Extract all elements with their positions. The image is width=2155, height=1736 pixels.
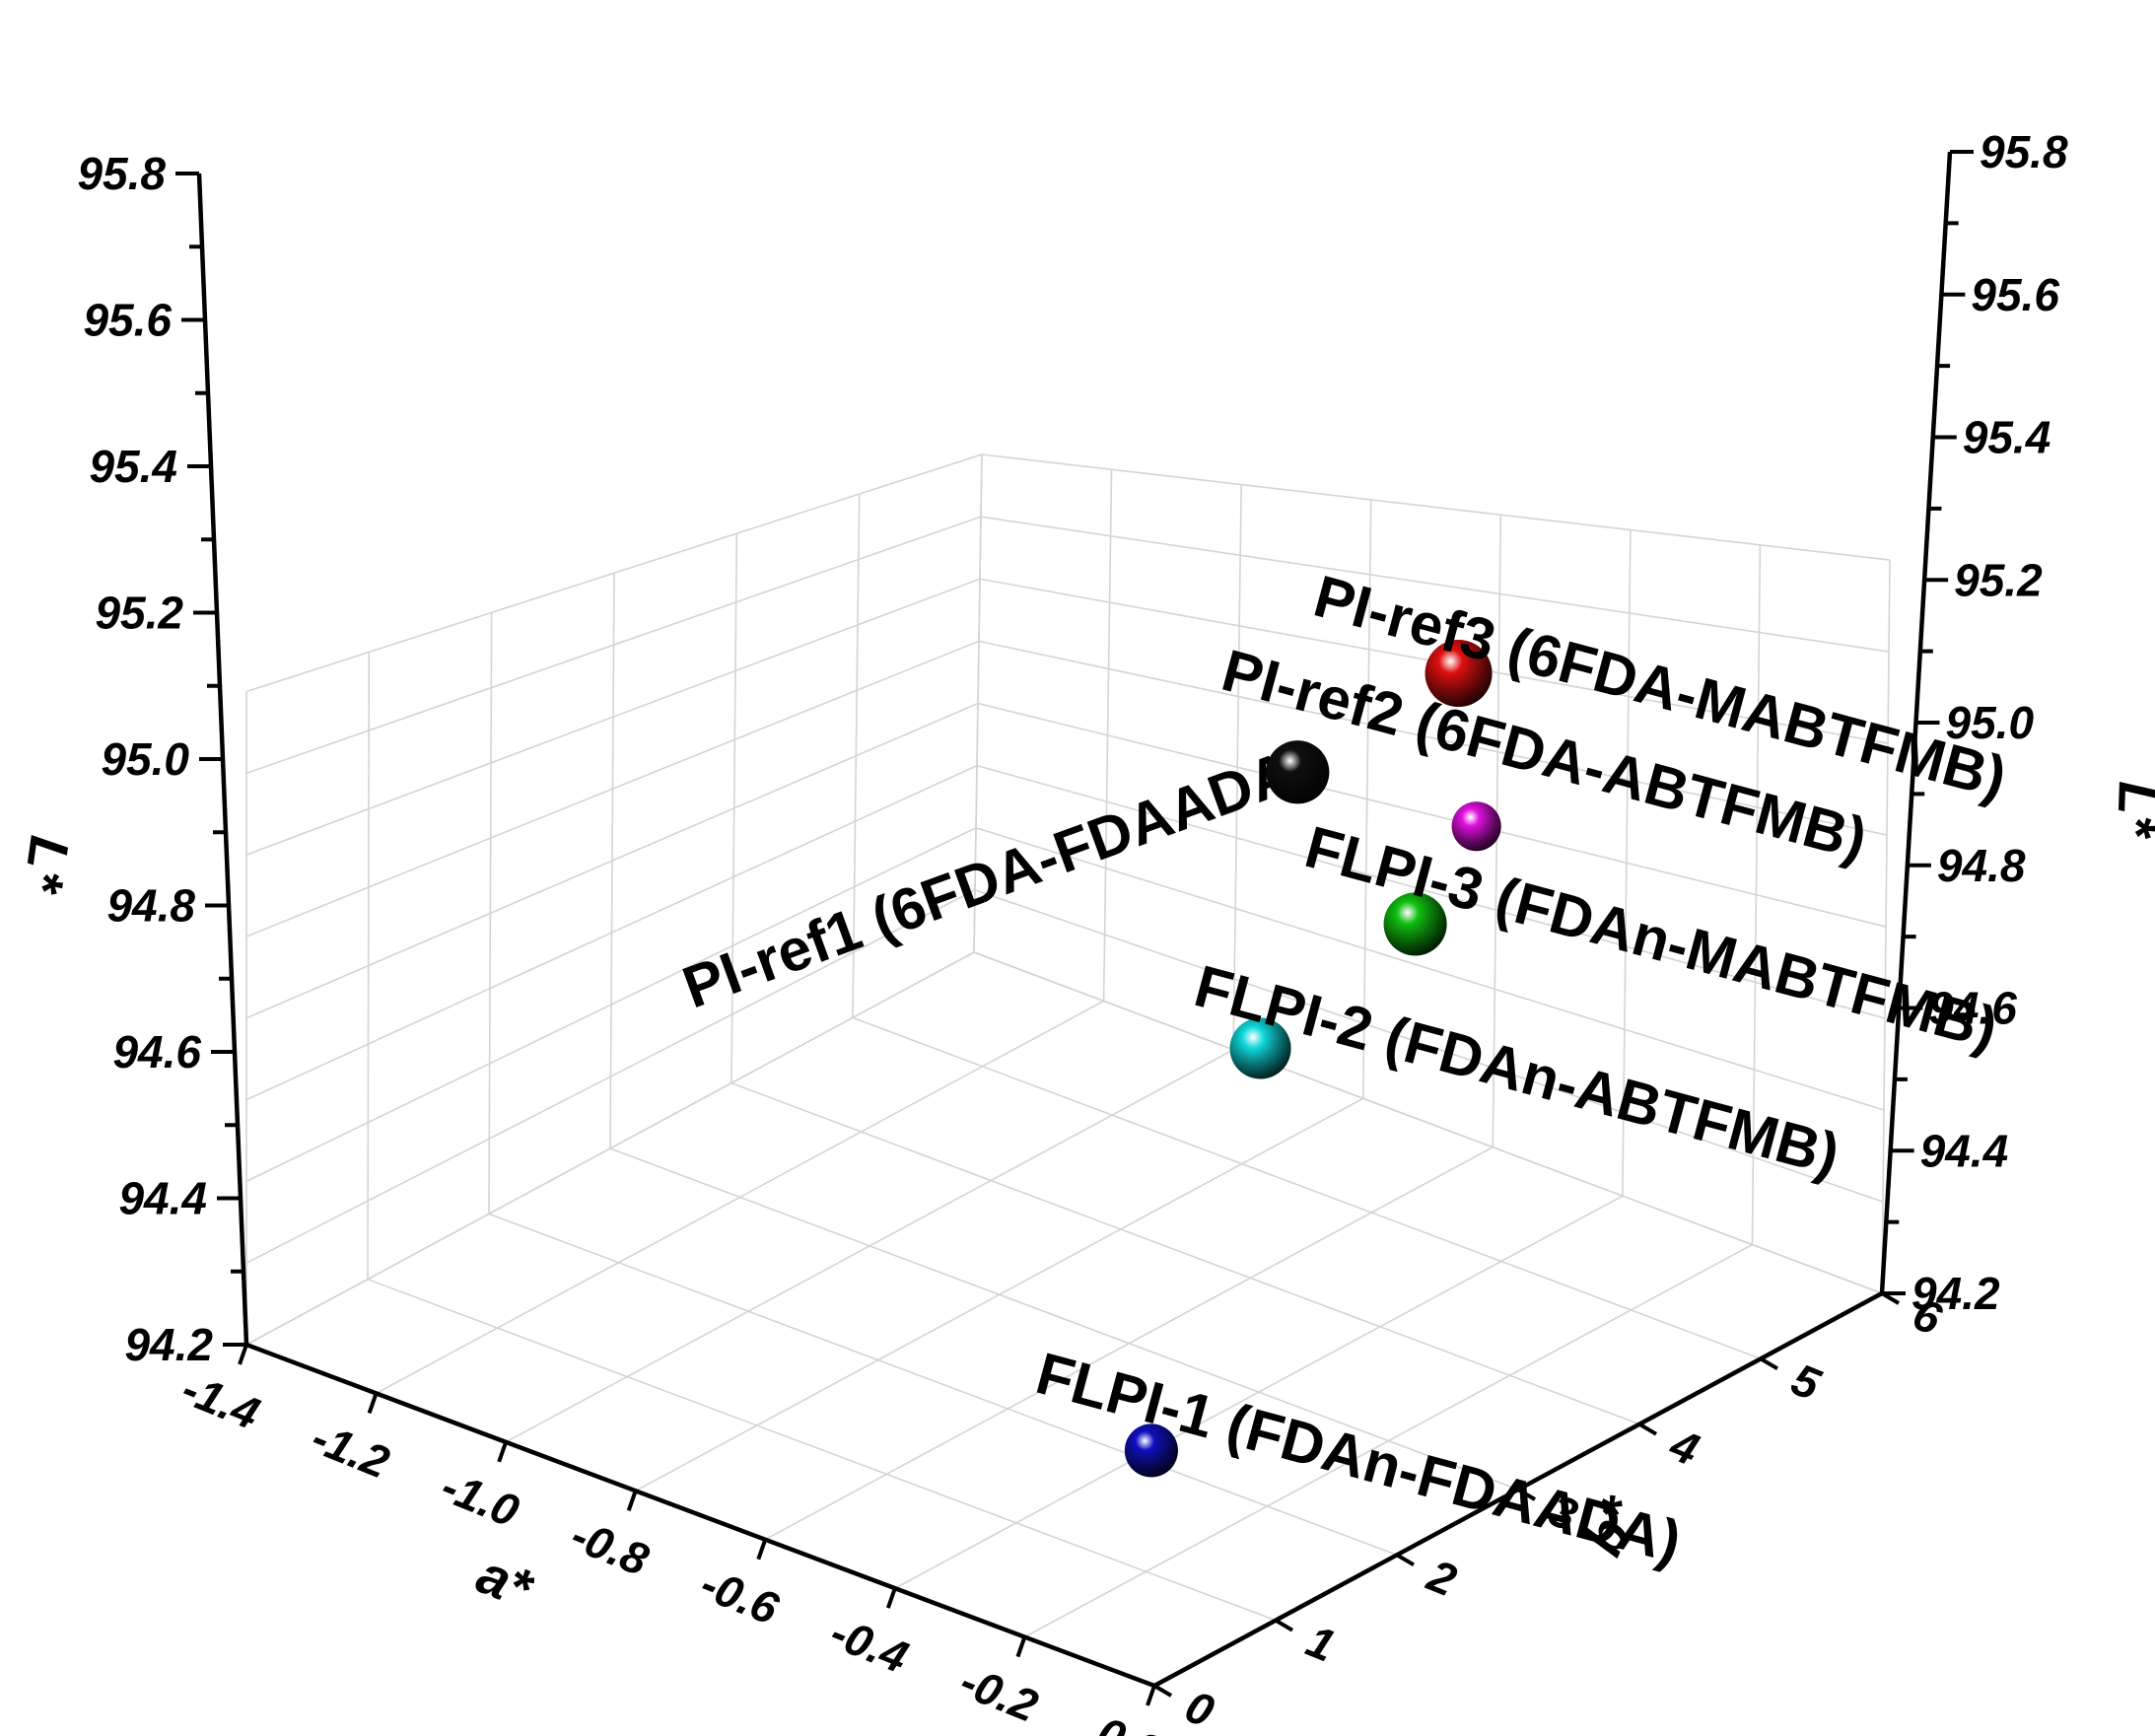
z-tick-label-left: 95.0 [101, 733, 189, 785]
a-tick [367, 1392, 379, 1415]
z-tick-label-right: 94.8 [1937, 840, 2026, 891]
z-axis-title-right: L* [2106, 781, 2155, 840]
b-tick-label: 4 [1662, 1419, 1705, 1476]
z-tick-label-left: 95.6 [83, 295, 172, 346]
b-tick [1395, 1553, 1416, 1567]
a-tick-label: -1.4 [175, 1362, 267, 1439]
axis-titles: L* L* a* b* [12, 781, 2155, 1621]
grid-line-floor-b [609, 1147, 1519, 1491]
data-point-shading-3 [1229, 1017, 1291, 1079]
z-tick-label-right: 95.8 [1980, 126, 2068, 177]
grid-line-back-wall-horizontal [245, 640, 980, 937]
tick-labels: 94.2 94.2 94.4 94.4 94.6 94.6 94.8 94.8 95.0 95.0… [77, 126, 2067, 1736]
a-tick-label: -0.8 [564, 1508, 656, 1585]
grid-lines [245, 453, 1891, 1687]
grid-line-floor-b [973, 951, 1883, 1294]
z-tick-label-left: 95.2 [95, 588, 183, 639]
grid-line-floor-b [367, 1278, 1277, 1622]
z-tick-label-left: 95.4 [89, 441, 177, 492]
grid-line-floor-b [730, 1081, 1640, 1425]
b-tick [1516, 1488, 1537, 1501]
data-point-shading-2 [1124, 1424, 1178, 1478]
grid-line-back-wall-horizontal [245, 889, 976, 1264]
a-tick-label: -0.2 [953, 1655, 1045, 1732]
z-tick-label-right: 95.6 [1971, 269, 2059, 320]
z-tick-label-right: 94.6 [1928, 983, 2017, 1034]
z-tick-label-right: 95.4 [1963, 412, 2051, 463]
data-point-shading-4 [1383, 892, 1447, 956]
a-tick-label: -1.2 [305, 1412, 396, 1489]
grid-line-back-wall-horizontal [245, 453, 983, 693]
grid-line-side-wall-horizontal [978, 640, 1888, 836]
a-tick-label: -1.0 [435, 1460, 526, 1537]
a-tick [238, 1344, 248, 1365]
z-tick-label-left: 94.4 [118, 1173, 207, 1224]
z-tick-label-left: 94.2 [124, 1319, 213, 1370]
grid-line-back-wall-horizontal [245, 764, 978, 1101]
grid-line-side-wall-horizontal [974, 889, 1884, 1203]
grid-line-side-wall-horizontal [975, 826, 1885, 1111]
z-tick-label-right: 94.2 [1912, 1268, 2000, 1319]
grid-line-side-wall-vertical [1881, 560, 1891, 1294]
a-tick [497, 1441, 509, 1463]
a-tick-label: -0.6 [694, 1558, 786, 1634]
data-point-shading-6 [1425, 640, 1493, 708]
z-tick-label-left: 94.6 [112, 1026, 201, 1077]
a-axis-line [245, 1342, 1155, 1689]
grid-line-back-wall-horizontal [245, 702, 979, 1019]
b-tick-label: 5 [1784, 1354, 1829, 1411]
grid-line-floor-b [852, 1016, 1762, 1360]
z-tick-label-right: 94.4 [1920, 1125, 2009, 1176]
grid-line-back-wall-horizontal [245, 578, 981, 856]
a-tick [756, 1539, 768, 1561]
grid-line-side-wall-horizontal [977, 702, 1887, 928]
b-tick [1152, 1684, 1173, 1698]
grid-line-back-wall-horizontal [245, 827, 977, 1183]
b-tick [1274, 1618, 1294, 1632]
grid-line-side-wall-horizontal [976, 764, 1886, 1019]
a-tick [1015, 1635, 1027, 1658]
b-tick [1637, 1422, 1658, 1436]
axis-ticks [175, 150, 1974, 1706]
grid-line-back-wall-horizontal [245, 516, 982, 775]
a-tick [885, 1587, 897, 1609]
b-tick [1880, 1291, 1901, 1305]
z-tick-label-right: 95.0 [1946, 697, 2035, 748]
grid-line-side-wall-horizontal [981, 453, 1891, 561]
z-tick-label-left: 95.8 [77, 148, 166, 199]
data-point-shading-5 [1266, 740, 1330, 804]
z-axis-title-left: L* [12, 832, 81, 897]
b-tick-label: 1 [1299, 1615, 1342, 1672]
z-tick-label-left: 94.8 [106, 880, 195, 932]
grid-line-floor-b [488, 1213, 1398, 1557]
a-tick [1146, 1685, 1156, 1706]
data-point-shading-1 [1451, 801, 1501, 852]
b-tick-label: 0 [1178, 1680, 1221, 1736]
a-tick [626, 1490, 638, 1511]
a-tick-label: 0.0 [1090, 1706, 1168, 1736]
z-tick-label-right: 95.2 [1954, 554, 2043, 605]
data-points: PI-ref1 (6FDA-FDAADA)FLPI-1 (FDAn-FDAADA… [674, 563, 2013, 1575]
b-tick [1759, 1356, 1779, 1371]
a-axis-title: a* [469, 1543, 543, 1621]
a-tick-label: -0.4 [823, 1606, 915, 1683]
grid-line-side-wall-horizontal [980, 516, 1890, 653]
b-tick-label: 2 [1420, 1549, 1464, 1606]
